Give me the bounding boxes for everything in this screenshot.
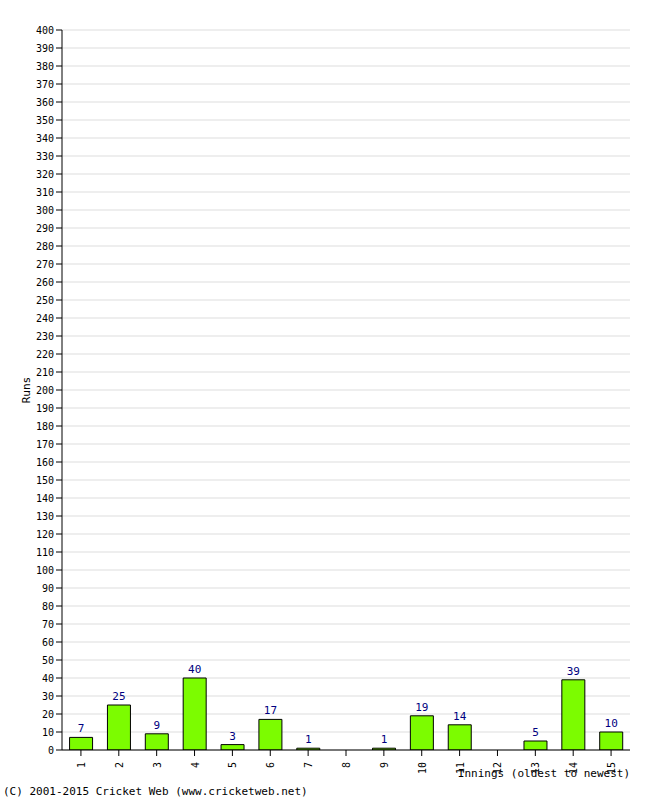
svg-text:1: 1 (305, 733, 312, 746)
svg-text:230: 230 (36, 331, 54, 342)
svg-text:310: 310 (36, 187, 54, 198)
svg-text:8: 8 (341, 762, 352, 768)
svg-text:6: 6 (265, 762, 276, 768)
svg-text:150: 150 (36, 475, 54, 486)
svg-text:80: 80 (42, 601, 54, 612)
svg-text:40: 40 (188, 663, 201, 676)
svg-text:220: 220 (36, 349, 54, 360)
svg-text:270: 270 (36, 259, 54, 270)
svg-text:360: 360 (36, 97, 54, 108)
svg-text:10: 10 (42, 727, 54, 738)
svg-text:130: 130 (36, 511, 54, 522)
svg-text:9: 9 (379, 762, 390, 768)
svg-text:240: 240 (36, 313, 54, 324)
svg-text:19: 19 (415, 701, 428, 714)
svg-text:60: 60 (42, 637, 54, 648)
svg-text:290: 290 (36, 223, 54, 234)
svg-text:39: 39 (567, 665, 580, 678)
svg-text:25: 25 (112, 690, 125, 703)
svg-text:170: 170 (36, 439, 54, 450)
svg-text:160: 160 (36, 457, 54, 468)
html-text:(C) 2001-2015 Cricket Web (www: (C) 2001-2015 Cricket Web (www.cricketwe… (3, 785, 308, 798)
svg-text:390: 390 (36, 43, 54, 54)
svg-text:250: 250 (36, 295, 54, 306)
svg-text:0: 0 (48, 745, 54, 756)
svg-text:2: 2 (114, 762, 125, 768)
svg-text:200: 200 (36, 385, 54, 396)
svg-text:100: 100 (36, 565, 54, 576)
svg-text:300: 300 (36, 205, 54, 216)
svg-text:10: 10 (605, 717, 618, 730)
svg-text:280: 280 (36, 241, 54, 252)
html-text:Innings (oldest to newest): Innings (oldest to newest) (457, 767, 630, 780)
svg-text:5: 5 (227, 762, 238, 768)
svg-text:180: 180 (36, 421, 54, 432)
svg-text:10: 10 (417, 762, 428, 774)
svg-text:190: 190 (36, 403, 54, 414)
svg-text:1: 1 (76, 762, 87, 768)
svg-text:17: 17 (264, 704, 277, 717)
svg-text:5: 5 (532, 726, 539, 739)
svg-text:350: 350 (36, 115, 54, 126)
svg-text:380: 380 (36, 61, 54, 72)
svg-text:7: 7 (303, 762, 314, 768)
svg-text:140: 140 (36, 493, 54, 504)
svg-text:330: 330 (36, 151, 54, 162)
svg-text:260: 260 (36, 277, 54, 288)
svg-text:90: 90 (42, 583, 54, 594)
svg-text:3: 3 (229, 730, 236, 743)
svg-text:70: 70 (42, 619, 54, 630)
svg-text:4: 4 (190, 762, 201, 768)
svg-text:340: 340 (36, 133, 54, 144)
svg-text:20: 20 (42, 709, 54, 720)
svg-text:320: 320 (36, 169, 54, 180)
svg-text:120: 120 (36, 529, 54, 540)
svg-text:110: 110 (36, 547, 54, 558)
svg-text:30: 30 (42, 691, 54, 702)
svg-text:400: 400 (36, 25, 54, 36)
svg-text:40: 40 (42, 673, 54, 684)
svg-text:1: 1 (381, 733, 388, 746)
svg-text:210: 210 (36, 367, 54, 378)
svg-text:3: 3 (152, 762, 163, 768)
svg-text:7: 7 (78, 722, 85, 735)
svg-text:Runs: Runs (20, 377, 33, 404)
svg-text:9: 9 (153, 719, 160, 732)
svg-text:50: 50 (42, 655, 54, 666)
svg-text:14: 14 (453, 710, 467, 723)
svg-text:370: 370 (36, 79, 54, 90)
